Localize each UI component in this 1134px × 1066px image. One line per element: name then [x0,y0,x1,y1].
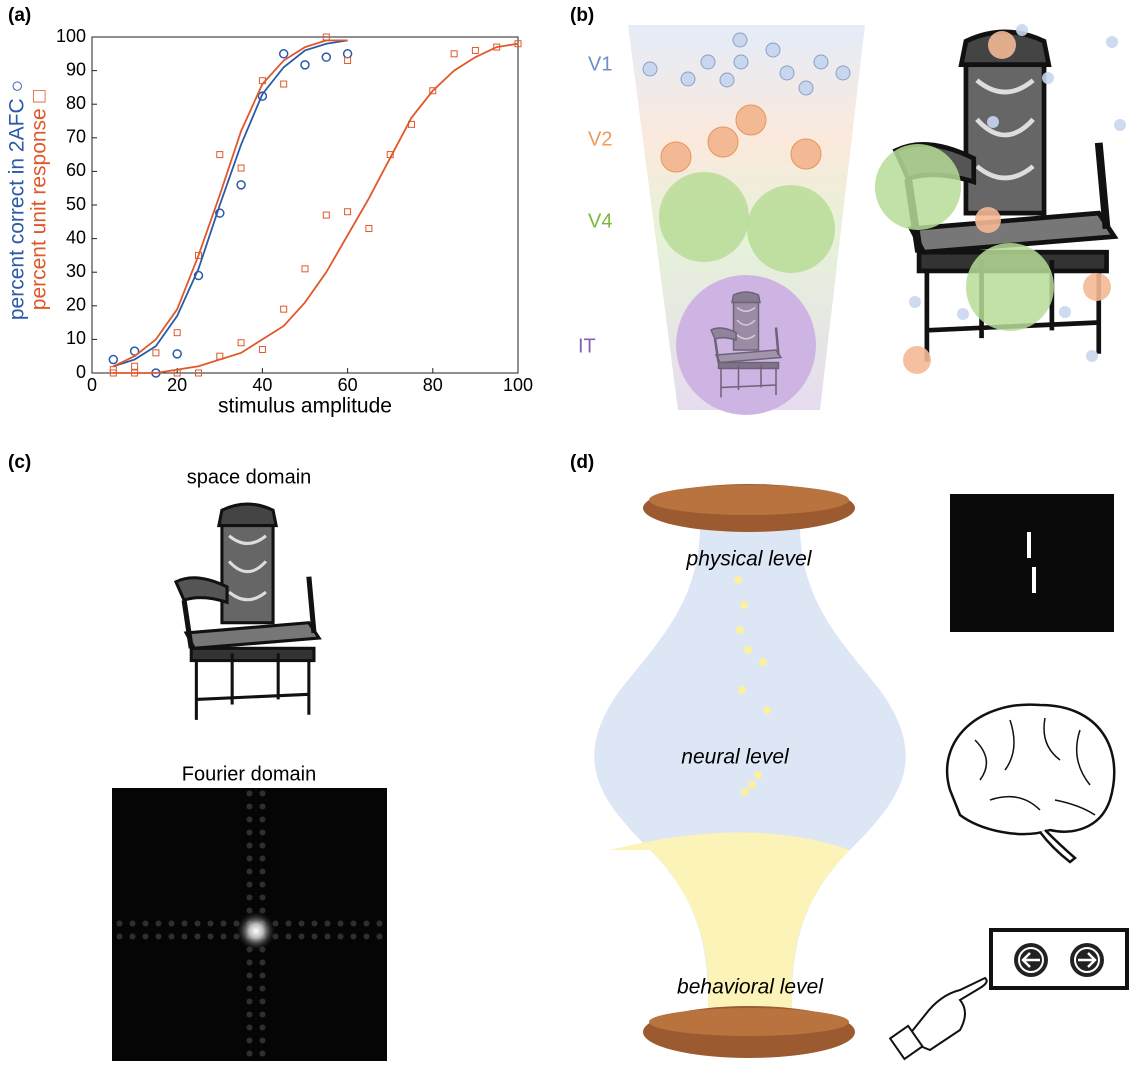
y-axis-title: percent unit response □ [28,89,51,310]
fit-line [113,44,518,373]
data-point [366,226,372,232]
y-tick-label: 90 [66,59,86,79]
y-tick-label: 100 [56,26,86,46]
data-point [132,363,138,369]
domains: space domain Fourier domain [112,466,387,1061]
panel-label: (a) [8,5,31,26]
y-tick-label: 60 [66,160,86,180]
fit-line [113,40,347,366]
y-axis-title: percent correct in 2AFC ○ [6,80,29,320]
brain [947,705,1114,862]
area-label: V1 [588,53,612,75]
data-point [322,53,330,61]
visual-hierarchy: V1 V2 V4 IT [578,24,1126,415]
panel-label: (d) [570,452,594,473]
fit-line [113,40,347,366]
y-tick-label: 20 [66,295,86,315]
disc [649,1008,849,1036]
chart: 0 10 20 30 40 50 60 70 80 90 100 0 20 40 60 80 100 stimul… [6,26,533,418]
level-label: behavioral level [677,976,824,999]
levels: physical level neural level behavioral l… [594,484,1127,1059]
x-tick-label: 60 [338,375,358,395]
response-box [991,930,1127,988]
data-point [472,47,478,53]
data-point [238,340,244,346]
y-tick-label: 30 [66,261,86,281]
domain-title: space domain [187,466,312,488]
x-tick-label: 20 [167,375,187,395]
x-tick-label: 80 [423,375,443,395]
data-point [153,350,159,356]
data-point [281,306,287,312]
data-point [281,81,287,87]
data-point [217,152,223,158]
stimulus-bar [1032,567,1036,593]
response-button [1014,943,1048,977]
y-tick-label: 80 [66,93,86,113]
hand [890,978,987,1059]
y-tick-label: 10 [66,328,86,348]
level-label: physical level [686,548,813,571]
data-point [237,181,245,189]
response-button [1070,943,1104,977]
x-tick-label: 40 [252,375,272,395]
y-tick-label: 50 [66,194,86,214]
level-label: neural level [681,746,790,769]
data-point [174,330,180,336]
stimulus-bar [1027,532,1031,558]
domain-title: Fourier domain [182,763,317,785]
y-tick-label: 70 [66,127,86,147]
y-tick-label: 0 [76,362,86,382]
data-point [173,350,181,358]
x-axis-title: stimulus amplitude [218,395,392,418]
area-label: V4 [588,210,612,232]
chair-drawing [176,504,319,720]
data-point [301,61,309,69]
x-tick-label: 0 [87,375,97,395]
area-label: IT [578,335,596,357]
plot-frame [92,37,518,373]
panel-label: (c) [8,452,31,473]
data-point [280,50,288,58]
data-point [302,266,308,272]
data-point [323,212,329,218]
data-point [238,165,244,171]
figure: (a) (b) (c) (d) 0 10 20 30 40 50 60 70 80 90 100 0 2… [0,0,1134,1061]
data-point [259,346,265,352]
data-point [344,50,352,58]
panel-label: (b) [570,5,594,26]
stimulus [950,494,1114,632]
fourier-peak [236,911,276,951]
disc [649,485,849,515]
data-point [451,51,457,57]
data-point [109,356,117,364]
y-tick-label: 40 [66,227,86,247]
area-label: V2 [588,128,612,150]
data-point [345,209,351,215]
x-tick-label: 100 [503,375,533,395]
